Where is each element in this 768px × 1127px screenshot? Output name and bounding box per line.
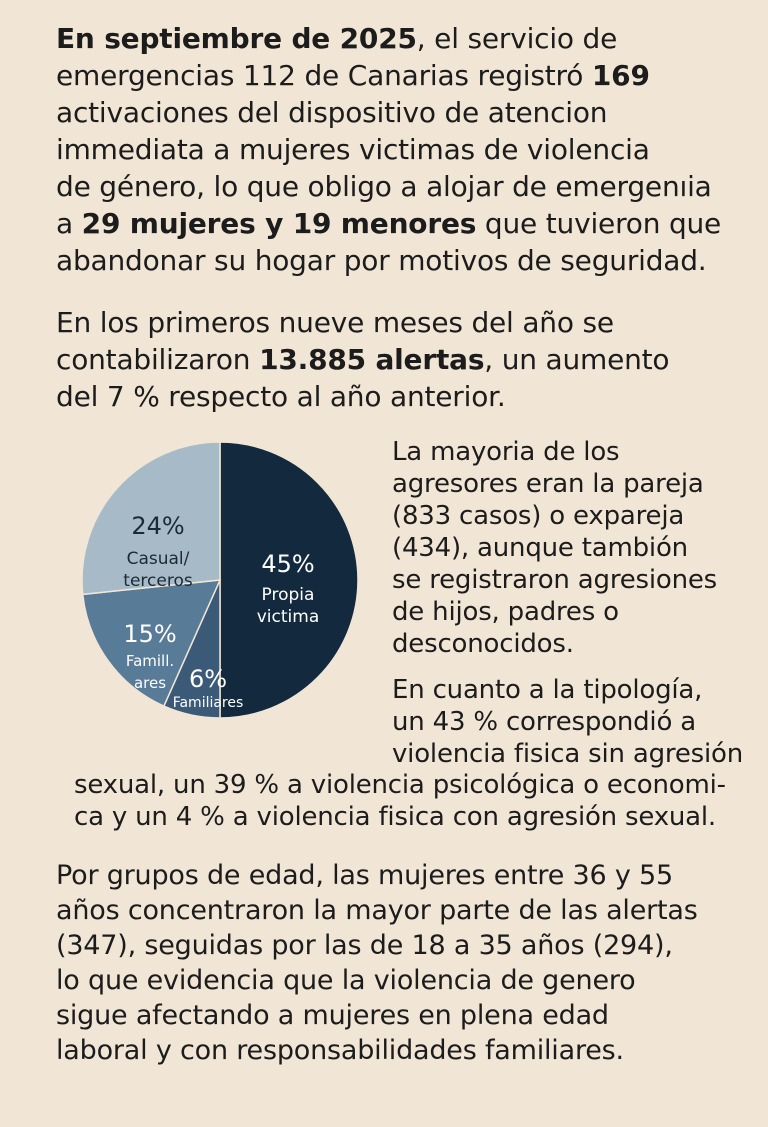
text-run: (434), aunque tambión	[392, 533, 688, 563]
text-line: laboral y con responsabilidades familiar…	[56, 1033, 756, 1068]
text-line: immediata a mujeres victimas de violenci…	[56, 131, 756, 168]
slice-category-label: Propia	[262, 585, 315, 605]
text-line: sexual, un 39 % a violencia psicológica …	[74, 769, 754, 801]
text-run: de género, lo que obligo a alojar de eme…	[56, 170, 712, 203]
age-groups-paragraph: Por grupos de edad, las mujeres entre 36…	[56, 858, 756, 1068]
text-line: un 43 % correspondió a	[392, 706, 762, 738]
slice-percent-label: 45%	[261, 550, 314, 578]
text-line: del 7 % respecto al año anterior.	[56, 378, 756, 415]
text-line: activaciones del dispositivo de atencion	[56, 94, 756, 131]
text-line: de hijos, padres o	[392, 596, 762, 628]
text-run: años concentraron la mayor parte de las …	[56, 895, 698, 926]
text-run: violencia fisica sin agresión	[392, 739, 743, 769]
text-run: emergencias 112 de Canarias registró	[56, 59, 592, 92]
text-line: (434), aunque tambión	[392, 532, 762, 564]
emphasis-text: 29 mujeres y 19 menores	[81, 207, 477, 240]
text-line: violencia fisica sin agresión	[392, 738, 762, 770]
text-run: , el servicio de	[416, 22, 618, 55]
text-line: ca y un 4 % a violencia fisica con agres…	[74, 801, 754, 833]
emphasis-text: 169	[591, 59, 650, 92]
text-run: desconocidos.	[392, 629, 574, 659]
text-run: Por grupos de edad, las mujeres entre 36…	[56, 860, 673, 891]
text-run: a	[56, 207, 82, 240]
slice-percent-label: 24%	[131, 512, 184, 540]
text-run: ca y un 4 % a violencia fisica con agres…	[74, 802, 716, 832]
text-run: , un aumento	[484, 343, 670, 376]
text-line: En septiembre de 2025, el servicio de	[56, 20, 756, 57]
slice-category-label: Familiares	[173, 695, 244, 711]
pie-slice	[81, 579, 222, 708]
text-line: lo que evidencia que la violencia de gen…	[56, 963, 756, 998]
text-run: (347), seguidas por las de 18 a 35 años …	[56, 930, 673, 961]
text-run: lo que evidencia que la violencia de gen…	[56, 965, 636, 996]
text-line: emergencias 112 de Canarias registró 169	[56, 57, 756, 94]
slice-category-label: ares	[134, 674, 166, 692]
text-line: a 29 mujeres y 19 menores que tuvieron q…	[56, 205, 756, 242]
text-line: agresores eran la pareja	[392, 468, 762, 500]
text-line: de género, lo que obligo a alojar de eme…	[56, 168, 756, 205]
text-run: (833 casos) o expareja	[392, 501, 685, 531]
pie-slice	[219, 441, 359, 719]
emphasis-text: 13.885 alertas	[259, 343, 485, 376]
text-run: de hijos, padres o	[392, 597, 619, 627]
text-line: (347), seguidas por las de 18 a 35 años …	[56, 928, 756, 963]
text-run: En los primeros nueve meses del año se	[56, 306, 614, 339]
text-run: del 7 % respecto al año anterior.	[56, 380, 506, 413]
text-line: En cuanto a la tipología,	[392, 674, 762, 706]
slice-category-label: Casual/	[127, 549, 190, 569]
text-line: En los primeros nueve meses del año se	[56, 304, 756, 341]
emphasis-text: En septiembre de 2025	[56, 22, 417, 55]
text-line: años concentraron la mayor parte de las …	[56, 893, 756, 928]
text-run: activaciones del dispositivo de atencion	[56, 96, 608, 129]
text-run: laboral y con responsabilidades familiar…	[56, 1035, 624, 1066]
typology-paragraph: En cuanto a la tipología, un 43 % corresp…	[392, 674, 762, 770]
typology-continuation: sexual, un 39 % a violencia psicológica …	[74, 769, 754, 833]
aggressors-paragraph: La mayoria de los agresores eran la parej…	[392, 436, 762, 660]
pie-slice	[81, 441, 221, 596]
text-line: Por grupos de edad, las mujeres entre 36…	[56, 858, 756, 893]
slice-category-label: Famill.	[126, 652, 174, 670]
slice-percent-label: 15%	[123, 620, 176, 648]
text-line: (833 casos) o expareja	[392, 500, 762, 532]
text-line: sigue afectando a mujeres en plena edad	[56, 998, 756, 1033]
text-run: un 43 % correspondió a	[392, 707, 696, 737]
text-line: desconocidos.	[392, 628, 762, 660]
text-run: immediata a mujeres victimas de violenci…	[56, 133, 650, 166]
text-run: En cuanto a la tipología,	[392, 675, 703, 705]
text-run: se registraron agresiones	[392, 565, 718, 595]
text-run: que tuvieron que	[476, 207, 722, 240]
text-line: abandonar su hogar por motivos de seguri…	[56, 242, 756, 279]
text-line: se registraron agresiones	[392, 564, 762, 596]
slice-category-label: victima	[257, 607, 320, 627]
text-run: sexual, un 39 % a violencia psicológica …	[74, 770, 726, 800]
text-line: La mayoria de los	[392, 436, 762, 468]
text-run: contabilizaron	[56, 343, 260, 376]
slice-category-label: terceros	[123, 571, 193, 591]
alerts-paragraph: En los primeros nueve meses del año se co…	[56, 304, 756, 415]
text-run: agresores eran la pareja	[392, 469, 704, 499]
text-line: contabilizaron 13.885 alertas, un aument…	[56, 341, 756, 378]
slice-percent-label: 6%	[189, 665, 227, 693]
intro-paragraph: En septiembre de 2025, el servicio de eme…	[56, 20, 756, 279]
text-run: La mayoria de los	[392, 437, 620, 467]
text-run: sigue afectando a mujeres en plena edad	[56, 1000, 609, 1031]
text-run: abandonar su hogar por motivos de seguri…	[56, 244, 707, 277]
